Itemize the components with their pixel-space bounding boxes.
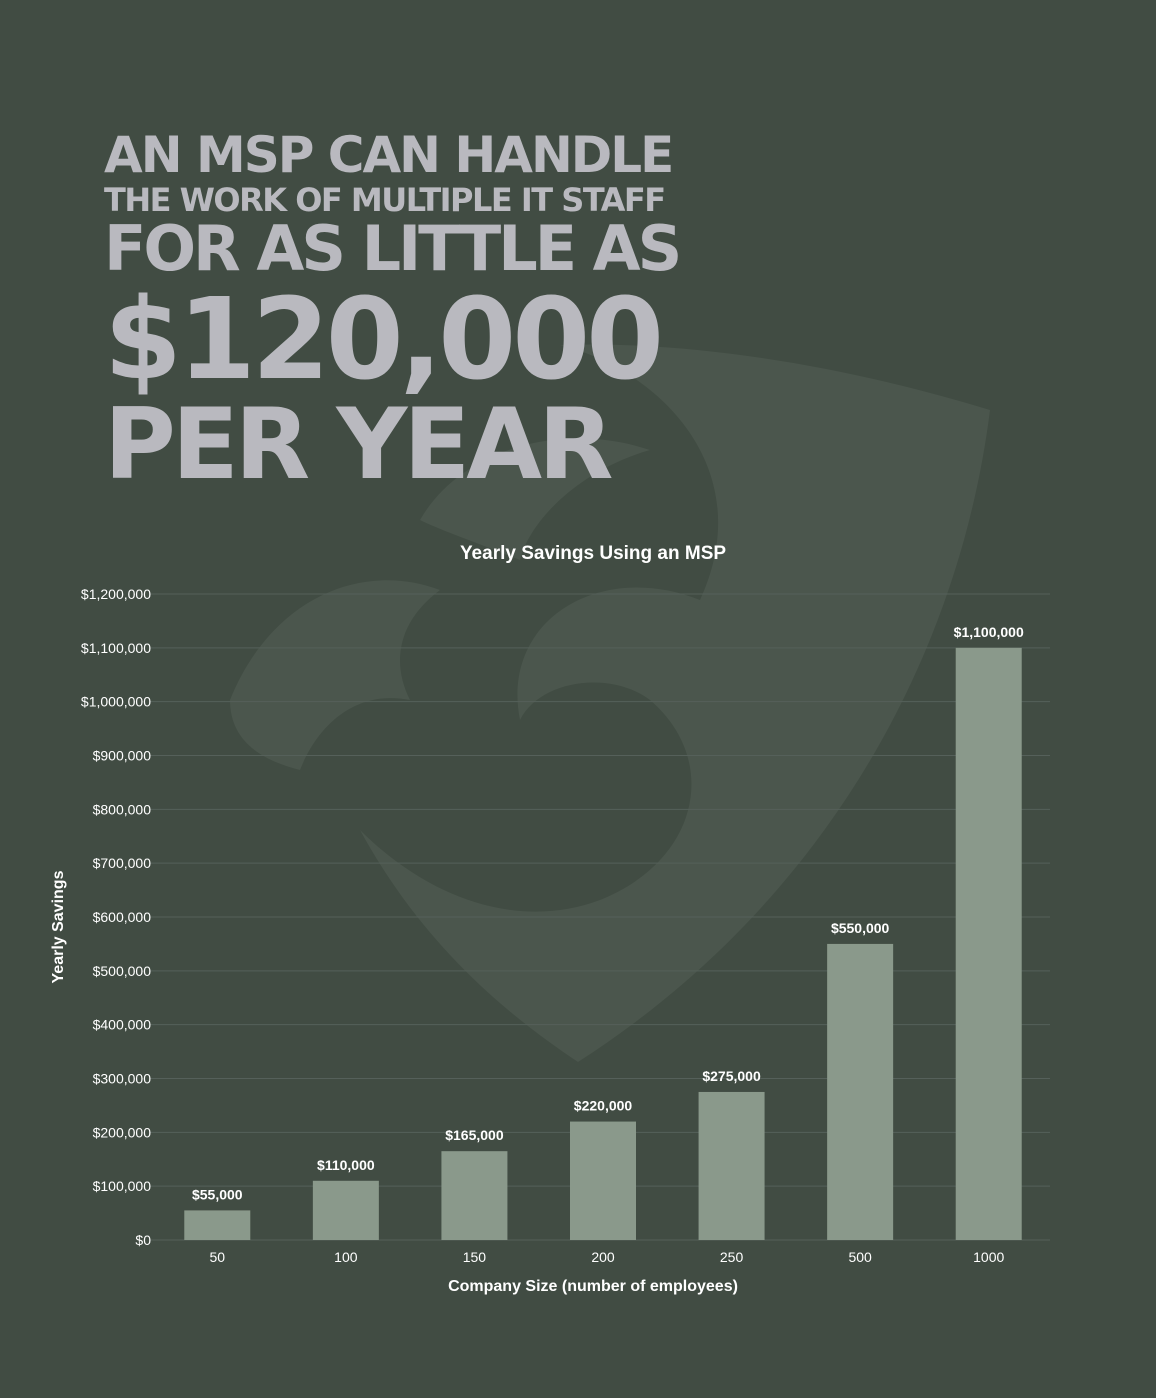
bar-1000 <box>955 647 1022 1240</box>
x-tick-label: 200 <box>591 1249 615 1265</box>
y-tick-label: $800,000 <box>93 801 152 817</box>
x-tick-label: 250 <box>720 1249 744 1265</box>
x-tick-label: 150 <box>463 1249 487 1265</box>
data-label: $550,000 <box>831 920 890 936</box>
bar-100 <box>312 1180 379 1240</box>
y-tick-label: $1,000,000 <box>81 694 151 710</box>
data-label: $110,000 <box>317 1157 375 1173</box>
y-axis-label: Yearly Savings <box>50 870 67 983</box>
y-tick-label: $1,200,000 <box>81 586 151 602</box>
y-tick-label: $300,000 <box>93 1071 152 1087</box>
bar-50 <box>184 1210 251 1240</box>
headline-line-5: PER YEAR <box>104 388 614 502</box>
y-tick-label: $700,000 <box>93 855 152 871</box>
y-tick-label: $200,000 <box>93 1124 152 1140</box>
data-label: $165,000 <box>445 1127 504 1143</box>
data-label: $275,000 <box>702 1068 761 1084</box>
x-tick-label: 1000 <box>973 1249 1004 1265</box>
bar-200 <box>570 1121 636 1240</box>
y-tick-label: $500,000 <box>93 963 152 979</box>
y-tick-label: $900,000 <box>93 748 152 764</box>
bar-500 <box>827 943 894 1240</box>
x-axis-label: Company Size (number of employees) <box>448 1278 738 1295</box>
data-label: $220,000 <box>574 1098 633 1114</box>
headline-line-2: THE WORK OF MULTIPLE IT STAFF <box>104 181 666 219</box>
y-tick-label: $0 <box>135 1232 151 1248</box>
bar-250 <box>698 1091 765 1240</box>
headline-price: $120,000 <box>104 275 664 405</box>
bar-150 <box>441 1151 508 1240</box>
headline-line-1: AN MSP CAN HANDLE <box>104 126 674 184</box>
chart-title: Yearly Savings Using an MSP <box>460 543 726 564</box>
x-tick-label: 500 <box>848 1249 872 1265</box>
y-tick-label: $600,000 <box>93 909 152 925</box>
data-label: $1,100,000 <box>954 624 1024 640</box>
x-tick-label: 50 <box>209 1249 225 1265</box>
y-tick-label: $1,100,000 <box>81 640 151 656</box>
data-label: $55,000 <box>192 1186 243 1202</box>
y-tick-label: $400,000 <box>93 1017 152 1033</box>
x-tick-label: 100 <box>334 1249 358 1265</box>
headline-line-3: FOR AS LITTLE AS <box>104 212 682 285</box>
headline: AN MSP CAN HANDLE THE WORK OF MULTIPLE I… <box>104 126 682 502</box>
y-tick-label: $100,000 <box>93 1178 152 1194</box>
